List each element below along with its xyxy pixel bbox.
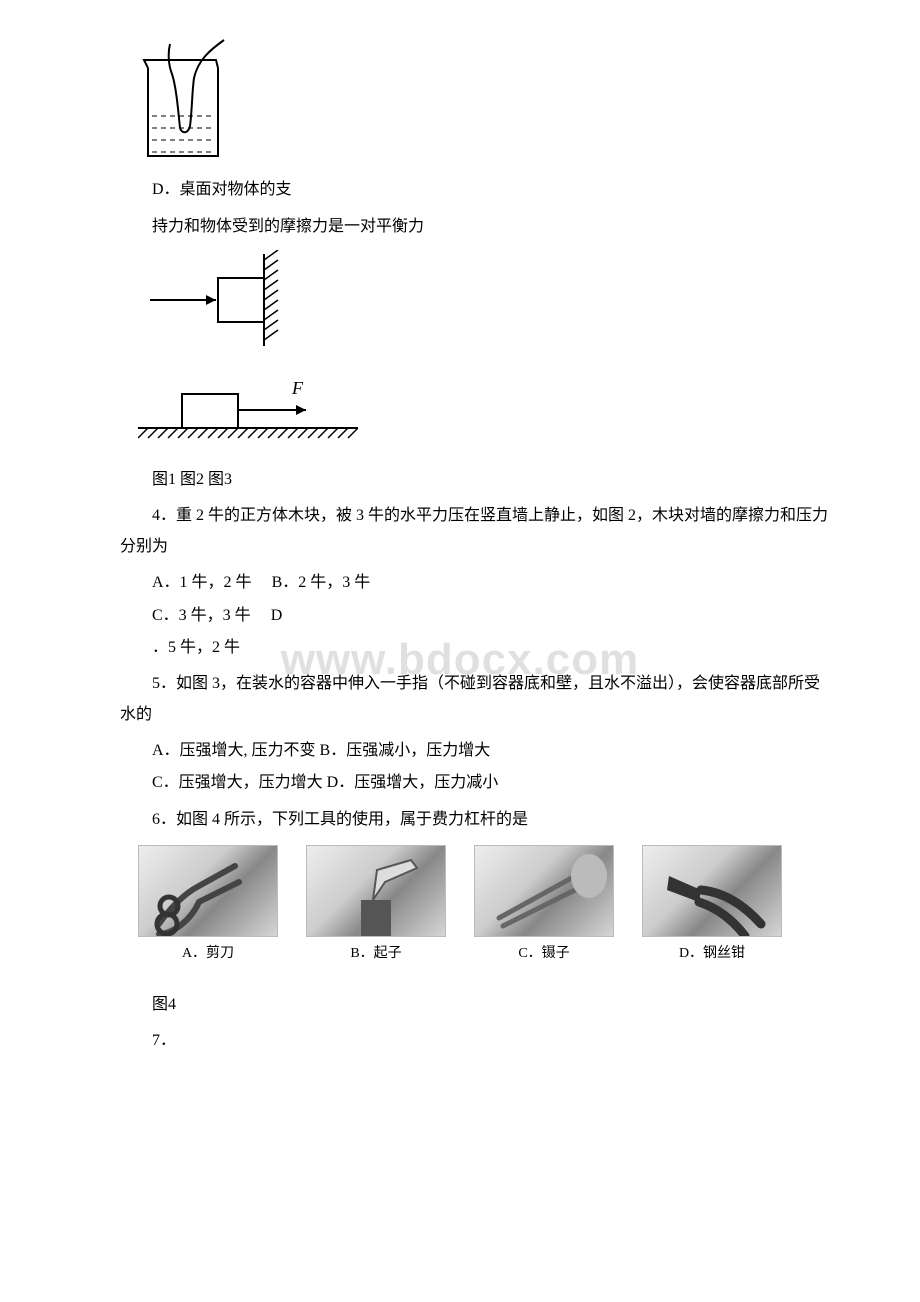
- q4-opt-d-part2: ．5 牛，2 牛: [120, 633, 830, 663]
- beaker-svg: [138, 38, 230, 158]
- q4-options-ab: A．1 牛，2 牛 B．2 牛，3 牛: [120, 568, 830, 598]
- q5-options-ab: A．压强增大, 压力不变 B．压强减小，压力增大: [120, 736, 830, 766]
- tool-tweezers-image: [474, 845, 614, 937]
- q5-options-cd: C．压强增大，压力增大 D．压强增大，压力减小: [120, 768, 830, 798]
- question-5: 5．如图 3，在装水的容器中伸入一手指（不碰到容器底和壁，且水不溢出），会使容器…: [120, 669, 830, 730]
- caption-4: 图4: [120, 990, 830, 1020]
- block-floor-svg: F: [138, 374, 358, 446]
- force-label: F: [291, 378, 304, 398]
- block-wall-svg: [138, 250, 308, 350]
- tool-pliers-label: D．钢丝钳: [679, 941, 745, 968]
- question-7: 7．: [120, 1026, 830, 1056]
- tool-scissors-image: [138, 845, 278, 937]
- question-6: 6．如图 4 所示，下列工具的使用，属于费力杠杆的是: [120, 805, 830, 835]
- question-4: 4．重 2 牛的正方体木块，被 3 牛的水平力压在竖直墙上静止，如图 2，木块对…: [120, 501, 830, 562]
- option-d-line2: 持力和物体受到的摩擦力是一对平衡力: [120, 212, 830, 242]
- q4-opt-b: B．2 牛，3 牛: [272, 574, 371, 591]
- tool-opener-image: [306, 845, 446, 937]
- q4-options-cd1: C．3 牛，3 牛 D: [120, 601, 830, 631]
- tool-tweezers: C．镊子: [474, 845, 614, 968]
- option-d-line1: D．桌面对物体的支: [120, 175, 830, 205]
- tool-opener: B．起子: [306, 845, 446, 968]
- q4-opt-c: C．3 牛，3 牛: [152, 607, 251, 624]
- tool-tweezers-label: C．镊子: [518, 941, 569, 968]
- tools-row: A．剪刀 B．起子 C．镊子: [138, 845, 830, 968]
- figure-block-floor: F: [138, 374, 830, 457]
- tool-pliers: D．钢丝钳: [642, 845, 782, 968]
- tool-scissors-label: A．剪刀: [182, 941, 234, 968]
- caption-1-2-3: 图1 图2 图3: [120, 465, 830, 495]
- tool-scissors: A．剪刀: [138, 845, 278, 968]
- q4-opt-a: A．1 牛，2 牛: [152, 574, 252, 591]
- tool-pliers-image: [642, 845, 782, 937]
- figure-beaker: [138, 38, 830, 169]
- document-body: D．桌面对物体的支 持力和物体受到的摩擦力是一对平衡力: [120, 38, 830, 1057]
- tool-opener-label: B．起子: [350, 941, 401, 968]
- figure-block-wall: [138, 250, 830, 361]
- q4-opt-d-part1: D: [271, 607, 283, 624]
